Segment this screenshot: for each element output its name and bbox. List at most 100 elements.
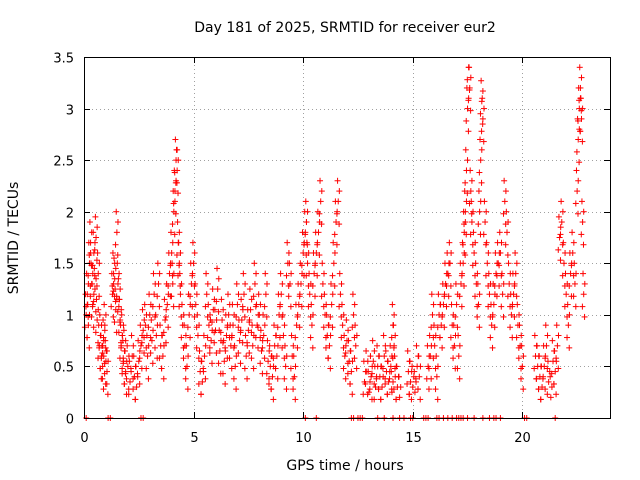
data-point [327,332,334,339]
data-point [261,322,268,329]
data-point [477,136,484,143]
data-point [112,265,119,272]
data-point [240,291,247,298]
data-point [481,198,488,205]
data-point [370,358,377,365]
data-point [170,270,177,277]
data-point [124,342,131,349]
data-point [88,313,95,320]
data-point [184,324,191,331]
data-point [501,177,508,184]
data-point [224,291,231,298]
data-point [151,291,158,298]
data-point [259,344,266,351]
data-point [390,386,397,393]
data-point [407,378,414,385]
data-point [515,355,522,362]
data-point [342,350,349,357]
data-point [307,334,314,341]
data-point [463,117,470,124]
data-point [445,293,452,300]
data-point [504,252,511,259]
data-point [404,347,411,354]
data-point [468,198,475,205]
data-point [443,303,450,310]
data-point [96,293,103,300]
data-point [498,303,505,310]
data-point [362,380,369,387]
data-point [318,188,325,195]
data-point [208,360,215,367]
data-point [194,332,201,339]
data-point [103,347,110,354]
data-point [575,210,582,217]
data-point [318,221,325,228]
data-point [384,391,391,398]
data-point [94,224,101,231]
data-point [95,339,102,346]
data-point [240,270,247,277]
data-point [250,365,257,372]
data-point [248,296,255,303]
data-point [376,353,383,360]
data-point [121,380,128,387]
data-point [133,384,140,391]
data-point [329,291,336,298]
data-point [109,249,116,256]
data-point [520,386,527,393]
data-point [544,365,551,372]
data-point [130,342,137,349]
data-point [232,363,239,370]
data-point [467,74,474,81]
data-point [237,360,244,367]
data-point [114,219,121,226]
data-point [177,249,184,256]
data-point [137,342,144,349]
data-point [388,334,395,341]
data-point [153,332,160,339]
y-tick-label: 3.5 [53,52,74,67]
data-point [535,386,542,393]
data-point [160,375,167,382]
data-point [283,272,290,279]
data-point [91,239,98,246]
data-point [176,229,183,236]
data-point [303,239,310,246]
data-point [461,221,468,228]
data-point [262,291,269,298]
data-point [310,311,317,318]
data-point [488,322,495,329]
data-point [163,306,170,313]
data-point [558,219,565,226]
data-point [132,363,139,370]
data-point [198,391,205,398]
data-point [381,353,388,360]
data-point [171,231,178,238]
data-point [566,282,573,289]
data-point [145,342,152,349]
data-point [245,327,252,334]
data-point [141,301,148,308]
data-point [391,342,398,349]
data-point [506,280,513,287]
data-point [452,280,459,287]
data-point [292,396,299,403]
data-point [560,239,567,246]
data-point [250,293,257,300]
data-point [85,272,92,279]
data-point [373,375,380,382]
data-point [169,239,176,246]
data-point [222,344,229,351]
data-point [439,344,446,351]
data-point [575,117,582,124]
data-point [173,146,180,153]
data-point [295,301,302,308]
data-point [559,208,566,215]
data-point [352,322,359,329]
data-point [114,280,121,287]
data-point [412,375,419,382]
data-point [92,329,99,336]
data-point [225,311,232,318]
data-point [200,365,207,372]
data-point [168,229,175,236]
